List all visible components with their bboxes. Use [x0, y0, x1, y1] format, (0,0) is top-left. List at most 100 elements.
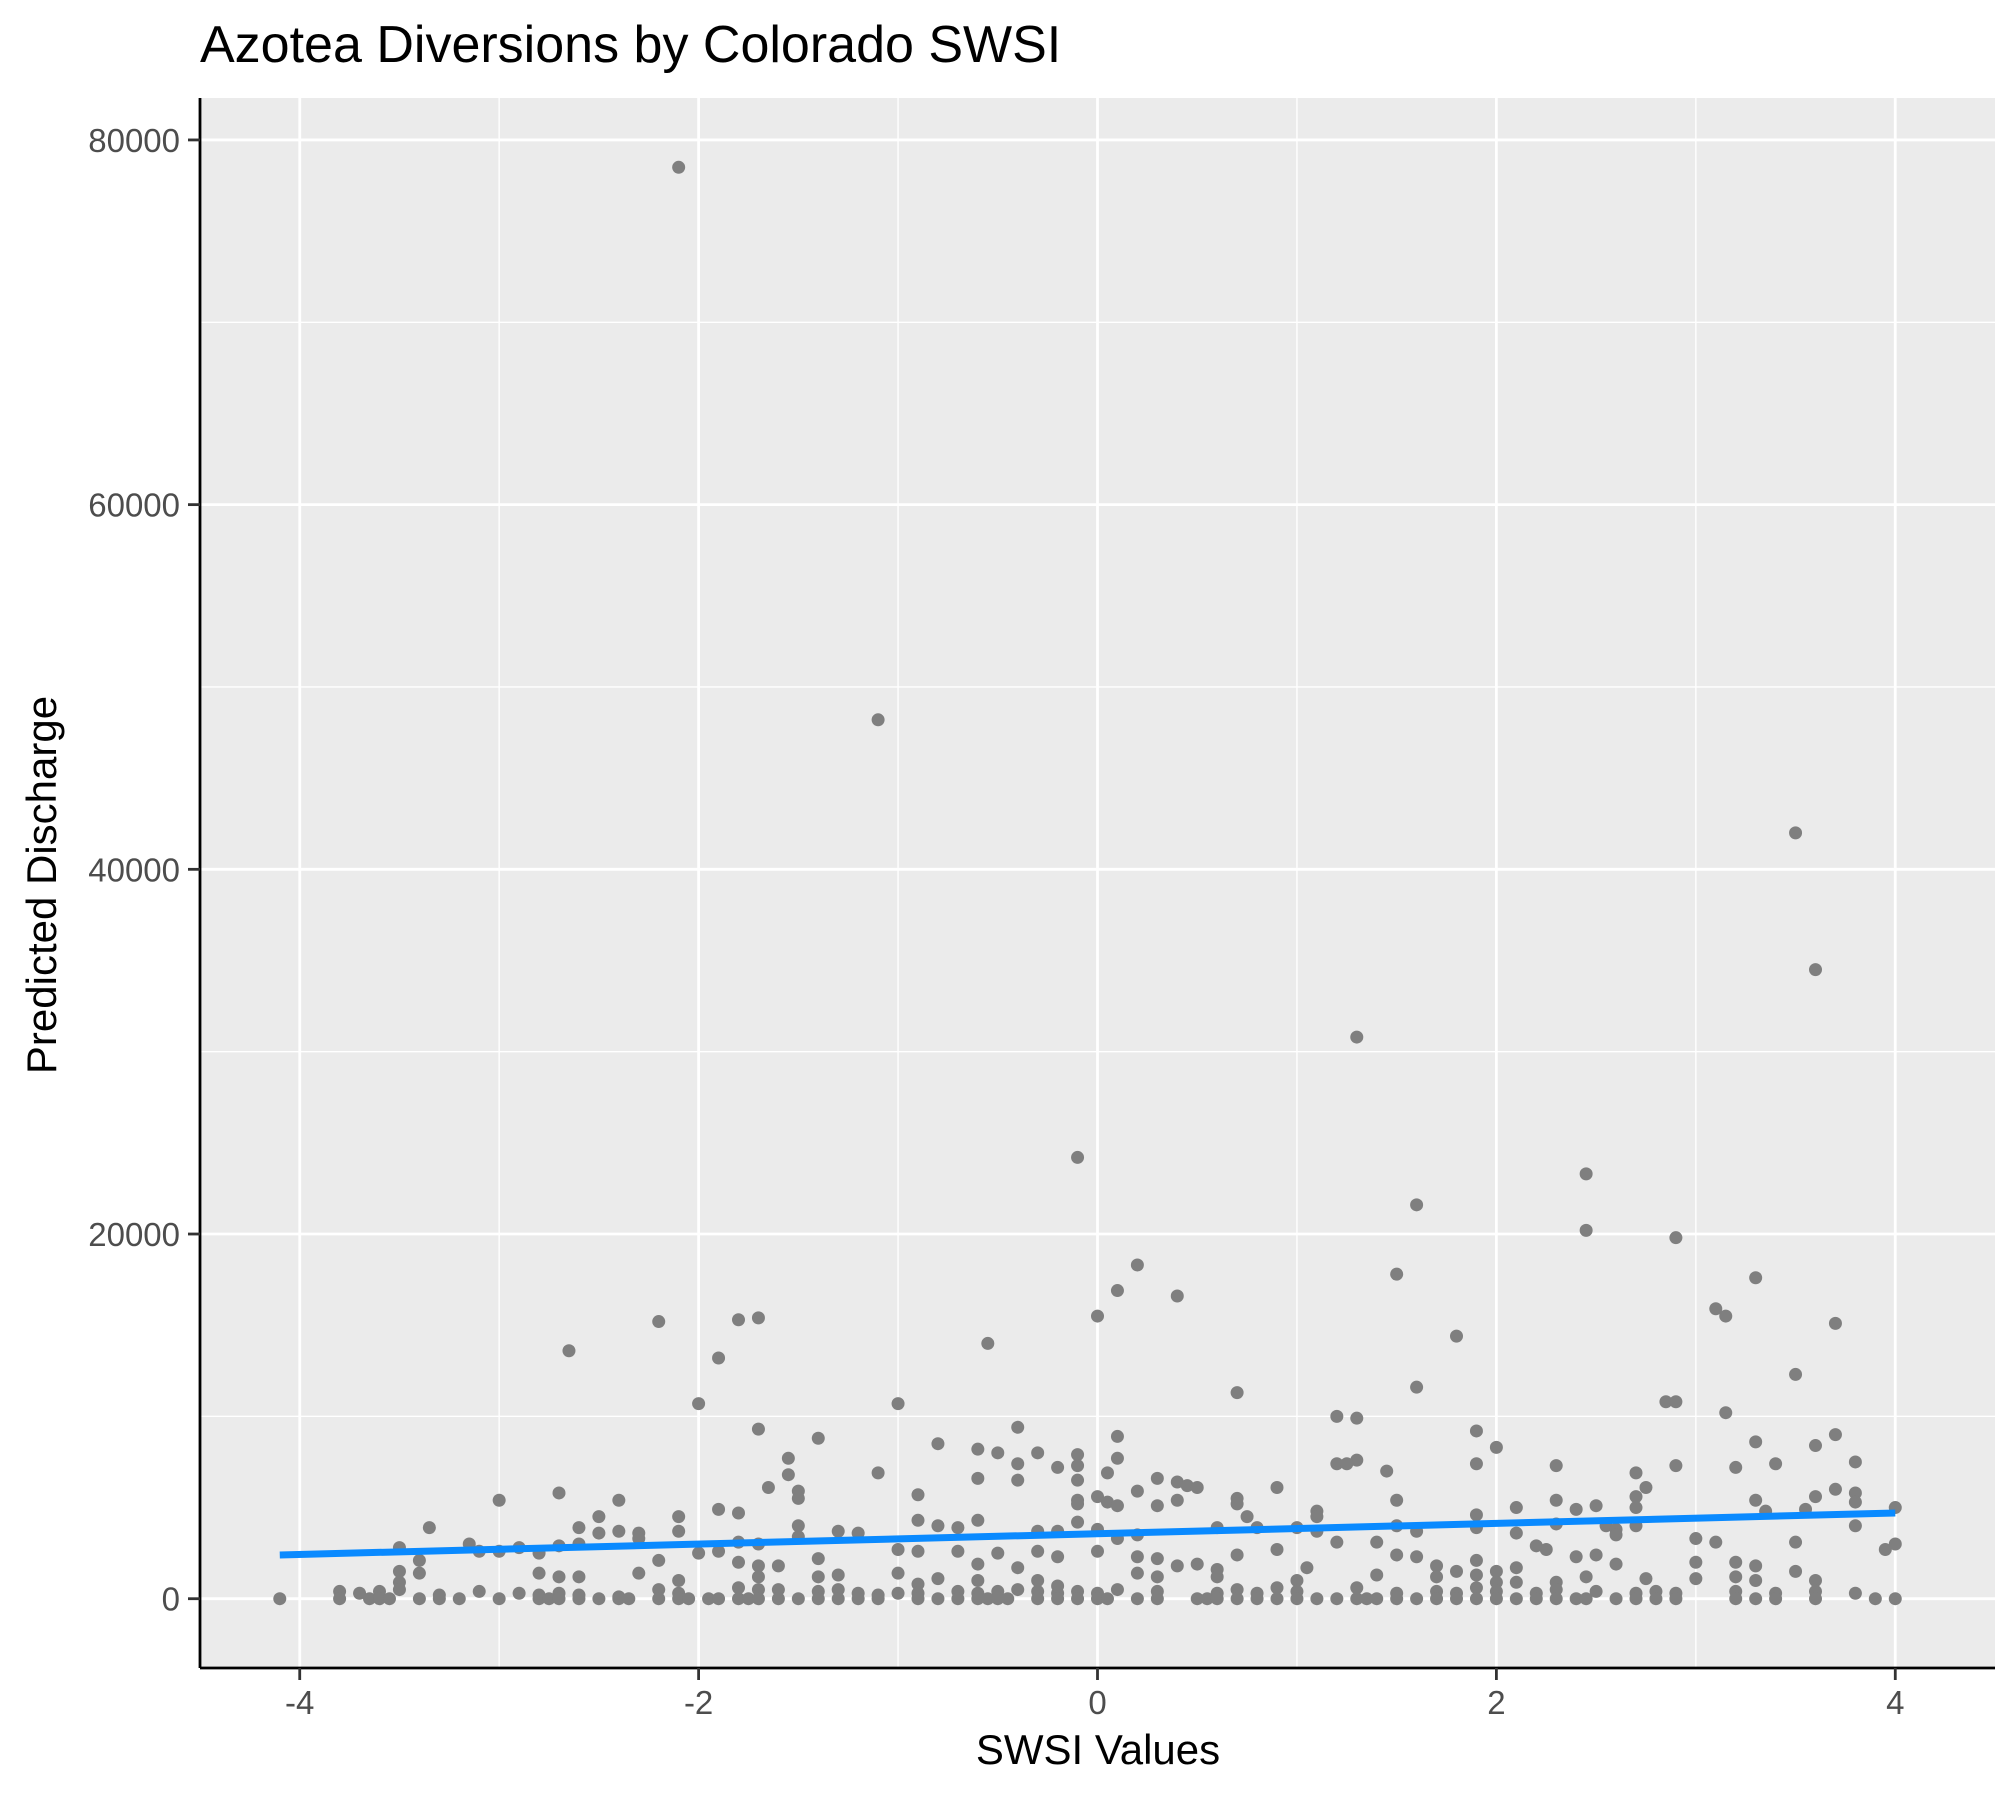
- data-point: [1250, 1592, 1264, 1606]
- data-point: [1031, 1592, 1045, 1606]
- data-point: [1360, 1592, 1374, 1606]
- data-point: [1509, 1561, 1523, 1575]
- x-tick-label: -4: [285, 1684, 314, 1721]
- data-point: [1100, 1495, 1114, 1509]
- data-point: [1350, 1030, 1364, 1044]
- data-point: [991, 1546, 1005, 1560]
- data-point: [891, 1542, 905, 1556]
- data-point: [971, 1513, 985, 1527]
- data-point: [1011, 1473, 1025, 1487]
- data-point: [1051, 1550, 1065, 1564]
- data-point: [1150, 1499, 1164, 1513]
- data-point: [392, 1564, 406, 1578]
- data-point: [412, 1566, 426, 1580]
- data-point: [931, 1572, 945, 1586]
- data-point: [1609, 1592, 1623, 1606]
- data-point: [1848, 1586, 1862, 1600]
- data-point: [1749, 1435, 1763, 1449]
- data-point: [1100, 1466, 1114, 1480]
- data-point: [1469, 1592, 1483, 1606]
- data-point: [632, 1566, 646, 1580]
- data-point: [911, 1513, 925, 1527]
- data-point: [911, 1544, 925, 1558]
- data-point: [1150, 1570, 1164, 1584]
- data-point: [871, 713, 885, 727]
- data-point: [412, 1592, 426, 1606]
- data-point: [1350, 1581, 1364, 1595]
- y-axis-title: Predicted Discharge: [18, 696, 65, 1074]
- data-point: [911, 1577, 925, 1591]
- data-point: [1509, 1592, 1523, 1606]
- data-point: [652, 1553, 666, 1567]
- data-point: [1150, 1552, 1164, 1566]
- data-point: [1290, 1573, 1304, 1587]
- data-points: [273, 160, 1902, 1606]
- data-point: [1410, 1550, 1424, 1564]
- data-point: [831, 1524, 845, 1538]
- data-point: [363, 1592, 377, 1606]
- data-point: [1828, 1428, 1842, 1442]
- data-point: [1110, 1429, 1124, 1443]
- x-axis-title: SWSI Values: [976, 1726, 1220, 1773]
- data-point: [931, 1437, 945, 1451]
- data-point: [811, 1592, 825, 1606]
- data-point: [1769, 1592, 1783, 1606]
- data-point: [1071, 1150, 1085, 1164]
- data-point: [1051, 1592, 1065, 1606]
- data-point: [1848, 1486, 1862, 1500]
- data-point: [1589, 1548, 1603, 1562]
- data-point: [811, 1431, 825, 1445]
- data-point: [1589, 1499, 1603, 1513]
- data-point: [1749, 1493, 1763, 1507]
- data-point: [592, 1526, 606, 1540]
- data-point: [1091, 1309, 1104, 1323]
- data-point: [1669, 1459, 1683, 1473]
- data-point: [382, 1592, 396, 1606]
- data-point: [1509, 1501, 1523, 1515]
- data-point: [1589, 1584, 1603, 1598]
- data-point: [1230, 1583, 1244, 1597]
- data-point: [1469, 1457, 1483, 1471]
- data-point: [1789, 1535, 1803, 1549]
- data-point: [971, 1557, 985, 1571]
- data-point: [1350, 1411, 1364, 1425]
- y-tick-label: 80000: [88, 122, 180, 159]
- data-point: [1230, 1548, 1244, 1562]
- data-point: [1489, 1592, 1503, 1606]
- data-point: [1689, 1532, 1703, 1546]
- data-point: [1509, 1526, 1523, 1540]
- data-point: [1709, 1302, 1723, 1316]
- data-point: [1469, 1553, 1483, 1567]
- data-point: [1270, 1542, 1284, 1556]
- data-point: [512, 1586, 526, 1600]
- data-point: [1071, 1515, 1085, 1529]
- data-point: [1001, 1592, 1015, 1606]
- data-point: [712, 1592, 726, 1606]
- data-point: [1430, 1570, 1444, 1584]
- data-point: [612, 1493, 626, 1507]
- data-point: [1629, 1490, 1643, 1504]
- data-point: [1809, 963, 1822, 977]
- y-tick-label: 20000: [88, 1216, 180, 1253]
- data-point: [1609, 1528, 1623, 1542]
- data-point: [1011, 1420, 1025, 1434]
- data-point: [1639, 1480, 1653, 1494]
- data-point: [1719, 1309, 1733, 1323]
- data-point: [1370, 1568, 1384, 1582]
- data-point: [791, 1491, 805, 1505]
- data-point: [831, 1592, 845, 1606]
- data-point: [552, 1570, 566, 1584]
- data-point: [353, 1586, 367, 1600]
- data-point: [1130, 1550, 1144, 1564]
- data-point: [1719, 1406, 1733, 1420]
- data-point: [1210, 1592, 1224, 1606]
- data-point: [1330, 1592, 1344, 1606]
- data-point: [781, 1468, 795, 1482]
- data-point: [831, 1568, 845, 1582]
- data-point: [751, 1422, 765, 1436]
- data-point: [1410, 1198, 1424, 1212]
- data-point: [1071, 1459, 1085, 1473]
- data-point: [1330, 1457, 1344, 1471]
- data-point: [452, 1592, 466, 1606]
- data-point: [931, 1519, 945, 1533]
